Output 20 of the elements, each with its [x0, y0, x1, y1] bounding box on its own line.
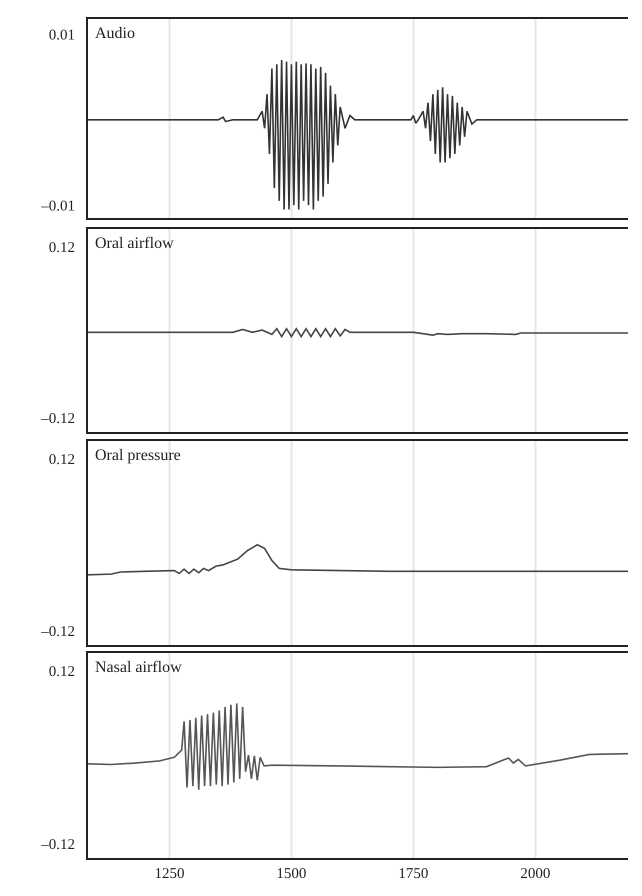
chart-title: Audio	[95, 25, 135, 42]
line-series	[88, 702, 628, 790]
x-tick-label: 1500	[276, 866, 306, 882]
x-tick-label: 1250	[154, 866, 184, 882]
line-series	[88, 544, 628, 576]
y-tick-label: 0.12	[48, 452, 75, 468]
chart-title: Oral airflow	[95, 235, 174, 252]
y-tick-label: –0.12	[40, 411, 75, 427]
line-series	[88, 328, 628, 338]
y-tick-label: 0.12	[48, 664, 75, 680]
y-tick-label: 0.01	[48, 28, 75, 44]
x-tick-label: 1750	[398, 866, 428, 882]
chart-title: Oral pressure	[95, 447, 181, 464]
x-tick-label: 2000	[520, 866, 550, 882]
y-tick-label: –0.01	[40, 198, 75, 214]
y-tick-label: –0.12	[40, 836, 75, 853]
y-tick-label: –0.12	[40, 624, 75, 640]
y-tick-label: 0.12	[48, 240, 75, 256]
line-series	[88, 59, 628, 210]
chart-title: Nasal airflow	[95, 659, 182, 676]
